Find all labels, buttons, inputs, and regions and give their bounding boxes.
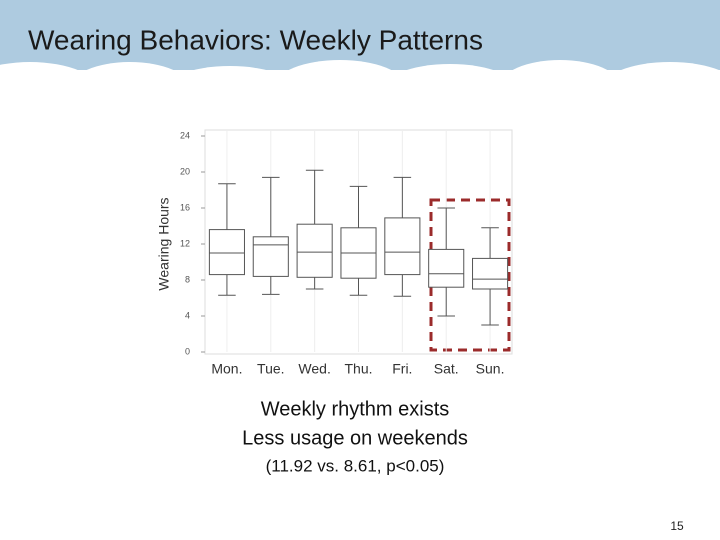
page-number: 15 xyxy=(670,519,684,533)
y-tick-label: 0 xyxy=(185,346,190,356)
y-axis-label: Wearing Hours xyxy=(156,197,172,290)
note: Weekly rhythm exists xyxy=(261,398,450,420)
y-tick-label: 20 xyxy=(180,166,190,176)
y-tick-label: 4 xyxy=(185,310,190,320)
y-tick-label: 16 xyxy=(180,202,190,212)
box xyxy=(472,257,509,290)
y-tick-label: 8 xyxy=(185,274,190,284)
box xyxy=(208,229,245,276)
box xyxy=(252,236,289,277)
y-tick-label: 12 xyxy=(180,238,190,248)
x-tick-label: Thu. xyxy=(344,361,372,377)
y-tick-label: 24 xyxy=(180,130,190,140)
x-tick-label: Sun. xyxy=(476,361,505,377)
x-tick-label: Mon. xyxy=(211,361,242,377)
note: (11.92 vs. 8.61, p<0.05) xyxy=(266,456,445,475)
x-tick-label: Tue. xyxy=(257,361,285,377)
x-tick-label: Sat. xyxy=(434,361,459,377)
header-background xyxy=(0,0,720,130)
box xyxy=(296,223,333,278)
x-tick-label: Wed. xyxy=(298,361,330,377)
note: Less usage on weekends xyxy=(242,427,468,449)
box xyxy=(384,217,421,276)
box xyxy=(428,248,465,288)
slide-title: Wearing Behaviors: Weekly Patterns xyxy=(28,24,483,55)
x-tick-label: Fri. xyxy=(392,361,412,377)
